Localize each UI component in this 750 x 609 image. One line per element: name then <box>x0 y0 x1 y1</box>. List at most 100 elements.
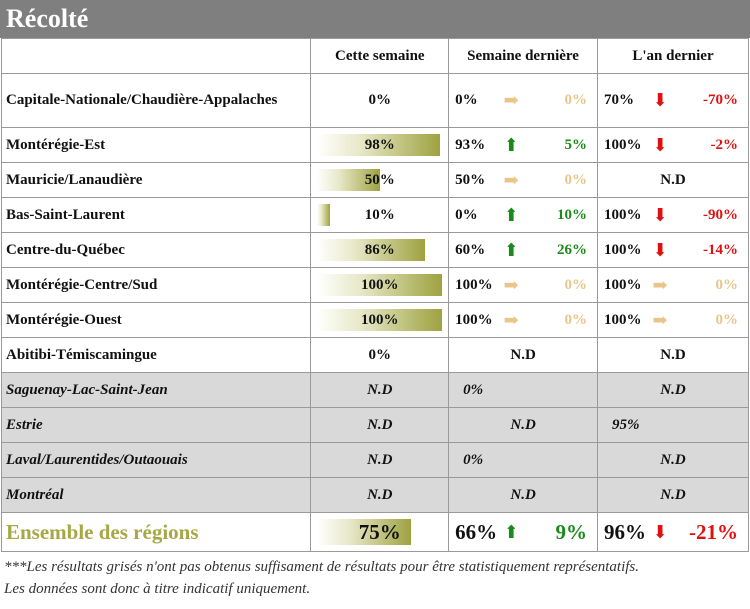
this-week-cell: 86% <box>310 232 450 268</box>
last-year-cell: N.D <box>597 442 749 478</box>
comparison-group: 100% ➡ 0% <box>598 275 748 296</box>
progress-bar <box>317 309 443 331</box>
previous-value: 93% <box>455 136 486 153</box>
up-arrow-icon: ⬆ <box>503 521 519 542</box>
table-row: Laval/Laurentides/Outaouais N.D 0% N.D <box>0 442 749 478</box>
this-week-cell: 0% <box>310 73 450 128</box>
delta-value: 0% <box>564 276 588 293</box>
this-week-value: 100% <box>361 311 399 328</box>
this-week-cell: N.D <box>310 372 450 408</box>
last-year-cell: 100% ➡ 0% <box>597 267 749 303</box>
region-name: Saguenay-Lac-Saint-Jean <box>0 372 312 408</box>
delta-value: -90% <box>703 206 738 223</box>
comparison-group: 100% ⬇ -90% <box>598 205 748 226</box>
region-name: Centre-du-Québec <box>0 232 312 268</box>
region-name: Laval/Laurentides/Outaouais <box>0 442 312 478</box>
progress-bar <box>317 519 411 545</box>
region-name: Montérégie-Est <box>0 127 312 163</box>
down-arrow-icon: ⬇ <box>652 134 668 155</box>
this-week-value: 0% <box>368 346 392 363</box>
previous-value: 100% <box>604 136 642 153</box>
up-arrow-icon: ⬆ <box>503 134 519 155</box>
last-week-cell: 100% ➡ 0% <box>448 302 599 338</box>
this-week-value: 86% <box>364 241 395 258</box>
progress-bar <box>317 239 425 261</box>
table-row: Montérégie-Est 98% 93% ⬆ 5% 100% ⬇ -2% <box>0 127 749 163</box>
table-row: Montérégie-Centre/Sud 100% 100% ➡ 0% 100% ➡ 0% <box>0 267 749 303</box>
last-week-cell: 0% <box>448 442 599 478</box>
last-year-cell: 70% ⬇ -70% <box>597 73 749 128</box>
last-week-cell: 100% ➡ 0% <box>448 267 599 303</box>
progress-bar <box>317 204 330 226</box>
header-region <box>0 38 312 74</box>
region-name: Mauricie/Lanaudière <box>0 162 312 198</box>
table-row: Bas-Saint-Laurent 10% 0% ⬆ 10% 100% ⬇ -90% <box>0 197 749 233</box>
table-row: Montréal N.D N.D N.D <box>0 477 749 513</box>
right-arrow-icon: ➡ <box>503 169 519 190</box>
down-arrow-icon: ⬇ <box>652 521 668 542</box>
header-this-week: Cette semaine <box>310 38 450 74</box>
previous-value: 100% <box>455 311 493 328</box>
right-arrow-icon: ➡ <box>652 309 668 330</box>
region-name: Estrie <box>0 407 312 443</box>
delta-value: -2% <box>710 136 739 153</box>
comparison-group: 0% ⬆ 10% <box>449 205 597 226</box>
this-week-value: 10% <box>364 206 395 223</box>
comparison-group: 96% ⬇ -21% <box>598 513 748 551</box>
comparison-group: 100% ➡ 0% <box>598 310 748 331</box>
delta-value: 5% <box>564 136 588 153</box>
comparison-group: 100% ⬇ -2% <box>598 135 748 156</box>
this-week-cell: 100% <box>310 302 450 338</box>
region-name: Montérégie-Ouest <box>0 302 312 338</box>
footnote-line-2: Les données sont donc à titre indicatif … <box>4 581 311 597</box>
last-week-cell: N.D <box>448 337 599 373</box>
progress-bar <box>317 169 380 191</box>
header-last-year: L'an dernier <box>597 38 749 74</box>
delta-value: 0% <box>564 311 588 328</box>
delta-value: 0% <box>715 311 739 328</box>
last-year-cell: 100% ➡ 0% <box>597 302 749 338</box>
this-week-value: 50% <box>364 171 395 188</box>
delta-value: 0% <box>564 92 588 108</box>
this-week-cell: 75% <box>310 512 450 552</box>
footnote-line-1: ***Les résultats grisés n'ont pas obtenu… <box>4 559 640 575</box>
previous-value: 50% <box>455 171 486 188</box>
table-row: Mauricie/Lanaudière 50% 50% ➡ 0% N.D <box>0 162 749 198</box>
previous-value: 100% <box>604 276 642 293</box>
last-week-cell: N.D <box>448 407 599 443</box>
this-week-cell: N.D <box>310 477 450 513</box>
progress-bar <box>317 134 440 156</box>
up-arrow-icon: ⬆ <box>503 204 519 225</box>
comparison-group: 100% ➡ 0% <box>449 275 597 296</box>
delta-value: -14% <box>703 241 738 258</box>
delta-value: -70% <box>703 92 738 108</box>
comparison-group: 70% ⬇ -70% <box>598 90 748 111</box>
right-arrow-icon: ➡ <box>503 309 519 330</box>
last-year-cell: 95% <box>597 407 749 443</box>
up-arrow-icon: ⬆ <box>503 239 519 260</box>
this-week-cell: 98% <box>310 127 450 163</box>
table-row: Saguenay-Lac-Saint-Jean N.D 0% N.D <box>0 372 749 408</box>
right-arrow-icon: ➡ <box>503 274 519 295</box>
last-week-cell: 0% ➡ 0% <box>448 73 599 128</box>
comparison-group: 100% ➡ 0% <box>449 310 597 331</box>
table-row: Abitibi-Témiscamingue 0% N.D N.D <box>0 337 749 373</box>
table-row: Montérégie-Ouest 100% 100% ➡ 0% 100% ➡ 0% <box>0 302 749 338</box>
harvest-table: Cette semaine Semaine dernière L'an dern… <box>0 38 749 552</box>
ensemble-label: Ensemble des régions <box>0 512 312 552</box>
previous-value: 100% <box>604 311 642 328</box>
last-week-cell: 66% ⬆ 9% <box>448 512 599 552</box>
last-year-cell: 100% ⬇ -2% <box>597 127 749 163</box>
footnote: ***Les résultats grisés n'ont pas obtenu… <box>0 556 750 600</box>
this-week-cell: 0% <box>310 337 450 373</box>
this-week-value: 75% <box>358 519 401 544</box>
table-row: Centre-du-Québec 86% 60% ⬆ 26% 100% ⬇ -14% <box>0 232 749 268</box>
comparison-group: 93% ⬆ 5% <box>449 135 597 156</box>
last-week-cell: 0% ⬆ 10% <box>448 197 599 233</box>
region-name: Montérégie-Centre/Sud <box>0 267 312 303</box>
last-week-cell: 60% ⬆ 26% <box>448 232 599 268</box>
this-week-cell: N.D <box>310 407 450 443</box>
comparison-group: 50% ➡ 0% <box>449 170 597 191</box>
table-row: Estrie N.D N.D 95% <box>0 407 749 443</box>
comparison-group: 60% ⬆ 26% <box>449 240 597 261</box>
